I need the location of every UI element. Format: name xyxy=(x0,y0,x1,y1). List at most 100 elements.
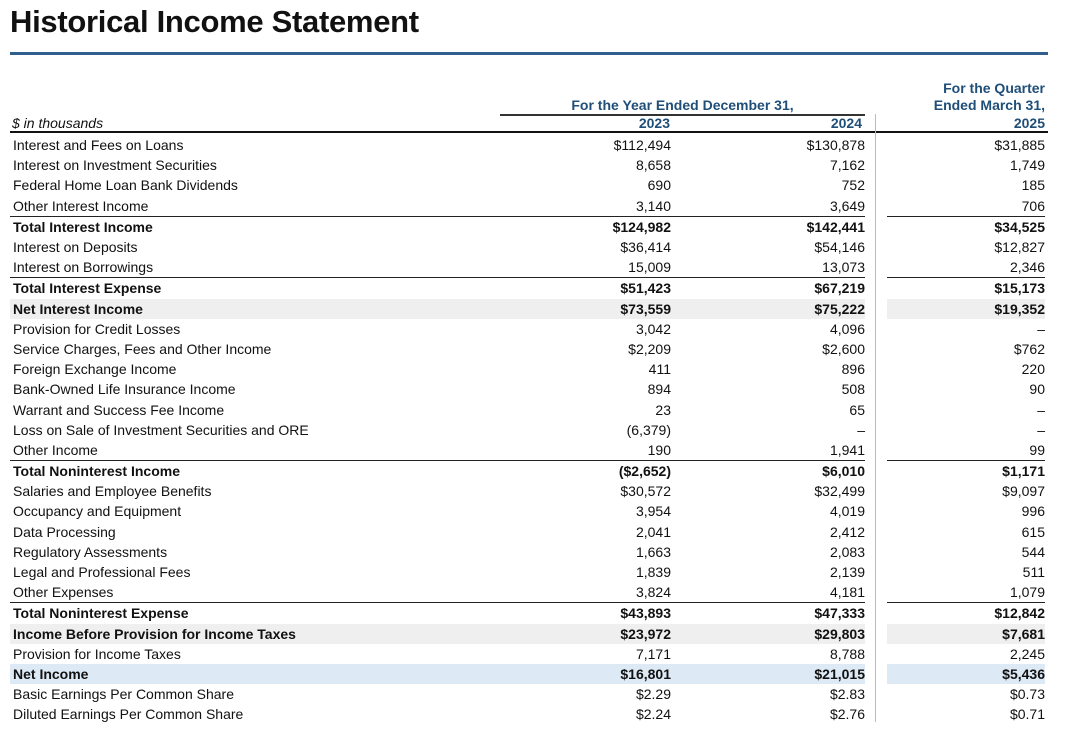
row-label: Total Noninterest Income xyxy=(13,463,180,480)
value-2025: – xyxy=(1037,401,1045,418)
row-label: Income Before Provision for Income Taxes xyxy=(10,623,503,644)
value-2024: 752 xyxy=(841,177,865,194)
value-2025: 2,245 xyxy=(1009,645,1045,662)
table-row: Interest on Investment Securities 8,658 7,… xyxy=(10,155,1045,175)
table-row: Warrant and Success Fee Income 23 65 – xyxy=(10,399,1045,419)
value-2023: $2,209 xyxy=(628,340,671,357)
value-2023: 23 xyxy=(655,401,671,418)
value-2023: 1,663 xyxy=(635,543,671,560)
value-2024: 4,181 xyxy=(699,582,865,604)
table-row: Interest on Borrowings 15,009 13,073 2,346 xyxy=(10,257,1045,279)
table-row: Total Noninterest Expense $43,893 $47,333 $… xyxy=(10,603,1045,624)
value-2023: 190 xyxy=(503,439,671,461)
table-row: Net Interest Income $73,559 $75,222 $19,352 xyxy=(10,298,1045,319)
table-row: Loss on Sale of Investment Securities an… xyxy=(10,420,1045,440)
value-2023: 2,041 xyxy=(635,523,671,540)
value-2024: $142,441 xyxy=(806,218,865,235)
table-row: Total Noninterest Income ($2,652) $6,010 $1… xyxy=(10,461,1045,482)
row-label: Net Interest Income xyxy=(10,298,503,319)
value-2023: $30,572 xyxy=(620,483,671,500)
row-label: Interest on Investment Securities xyxy=(13,157,217,174)
value-2024: $47,333 xyxy=(814,605,865,622)
row-label: Service Charges, Fees and Other Income xyxy=(13,340,272,357)
value-2024: $21,015 xyxy=(699,663,865,685)
value-2023: $2.24 xyxy=(635,706,671,723)
value-2025: 2,346 xyxy=(887,257,1045,279)
value-2024: 13,073 xyxy=(699,257,865,279)
row-label: Basic Earnings Per Common Share xyxy=(13,686,234,703)
value-2025: – xyxy=(1037,320,1045,337)
row-label: Occupancy and Equipment xyxy=(13,503,182,520)
value-2023: 7,171 xyxy=(635,645,671,662)
table-row: Foreign Exchange Income 411 896 220 xyxy=(10,359,1045,379)
table-row: Service Charges, Fees and Other Income $2… xyxy=(10,339,1045,359)
table-row: Income Before Provision for Income Taxes… xyxy=(10,623,1045,644)
value-2023: 690 xyxy=(647,177,671,194)
value-2024: 8,788 xyxy=(829,645,865,662)
col-header-2025: 2025 xyxy=(1013,115,1045,131)
row-label: Legal and Professional Fees xyxy=(13,564,191,581)
value-2025: – xyxy=(1037,421,1045,438)
value-2025: $19,352 xyxy=(887,298,1045,319)
value-2023: 1,839 xyxy=(635,564,671,581)
table-row: Diluted Earnings Per Common Share $2.24 $2… xyxy=(10,704,1045,724)
value-2024: 2,412 xyxy=(829,523,865,540)
value-2023: 3,140 xyxy=(503,195,671,217)
value-2025: $5,436 xyxy=(887,663,1045,685)
row-label: Salaries and Employee Benefits xyxy=(13,483,212,500)
value-2024: $2,600 xyxy=(822,340,865,357)
value-2023: 411 xyxy=(648,361,671,378)
value-2025: 1,079 xyxy=(887,582,1045,604)
row-label: Loss on Sale of Investment Securities an… xyxy=(13,421,309,438)
value-2024: 2,139 xyxy=(829,564,865,581)
quarter-header-line2: Ended March 31, xyxy=(933,97,1045,113)
value-2024: 7,162 xyxy=(829,157,865,174)
value-2023: $2.29 xyxy=(635,686,671,703)
value-2023: $16,801 xyxy=(503,663,671,685)
page-title: Historical Income Statement xyxy=(10,4,419,39)
value-2025: 615 xyxy=(1021,523,1045,540)
row-label: Interest and Fees on Loans xyxy=(13,137,184,154)
row-label: Other Interest Income xyxy=(10,195,503,217)
row-label: Data Processing xyxy=(13,523,116,540)
table-row: Occupancy and Equipment 3,954 4,019 996 xyxy=(10,501,1045,521)
table-row: Total Interest Income $124,982 $142,441 $34… xyxy=(10,216,1045,237)
value-2024: 3,649 xyxy=(699,195,865,217)
value-2024: $29,803 xyxy=(699,623,865,644)
title-divider xyxy=(10,52,1048,55)
row-label: Total Interest Expense xyxy=(13,280,162,297)
row-label: Total Noninterest Expense xyxy=(13,605,189,622)
table-row: Regulatory Assessments 1,663 2,083 544 xyxy=(10,542,1045,562)
table-row: Provision for Income Taxes 7,171 8,788 2,24… xyxy=(10,644,1045,664)
value-2025: 1,749 xyxy=(1009,157,1045,174)
value-2024: $2.83 xyxy=(829,686,865,703)
value-2025: 706 xyxy=(887,195,1045,217)
value-2023: $73,559 xyxy=(503,298,671,319)
row-label: Total Interest Income xyxy=(13,218,153,235)
row-label: Provision for Credit Losses xyxy=(13,320,181,337)
table-row: Other Income 190 1,941 99 xyxy=(10,439,1045,461)
table-row: Basic Earnings Per Common Share $2.29 $2.8… xyxy=(10,684,1045,704)
table-row: Bank-Owned Life Insurance Income 894 508 90 xyxy=(10,379,1045,399)
row-label: Warrant and Success Fee Income xyxy=(13,401,225,418)
row-label: Interest on Deposits xyxy=(13,239,138,256)
row-label: Foreign Exchange Income xyxy=(13,361,177,378)
table-row: Federal Home Loan Bank Dividends 690 752 18… xyxy=(10,175,1045,195)
table-row: Total Interest Expense $51,423 $67,219 $15,… xyxy=(10,278,1045,299)
value-2025: $12,827 xyxy=(994,239,1045,256)
value-2024: $6,010 xyxy=(822,463,865,480)
value-2024: 65 xyxy=(849,401,865,418)
row-label: Diluted Earnings Per Common Share xyxy=(13,706,244,723)
value-2024: 508 xyxy=(841,381,865,398)
value-2023: 3,042 xyxy=(635,320,671,337)
value-2024: $32,499 xyxy=(814,483,865,500)
row-label: Federal Home Loan Bank Dividends xyxy=(13,177,238,194)
value-2024: 4,096 xyxy=(829,320,865,337)
table-row: Salaries and Employee Benefits $30,572 $32… xyxy=(10,481,1045,501)
value-2024: 2,083 xyxy=(829,543,865,560)
value-2023: 15,009 xyxy=(503,257,671,279)
quarter-header-line1: For the Quarter xyxy=(943,80,1045,96)
col-header-2024: 2024 xyxy=(830,115,862,131)
value-2023: $51,423 xyxy=(620,280,671,297)
row-label: Net Income xyxy=(10,663,503,685)
